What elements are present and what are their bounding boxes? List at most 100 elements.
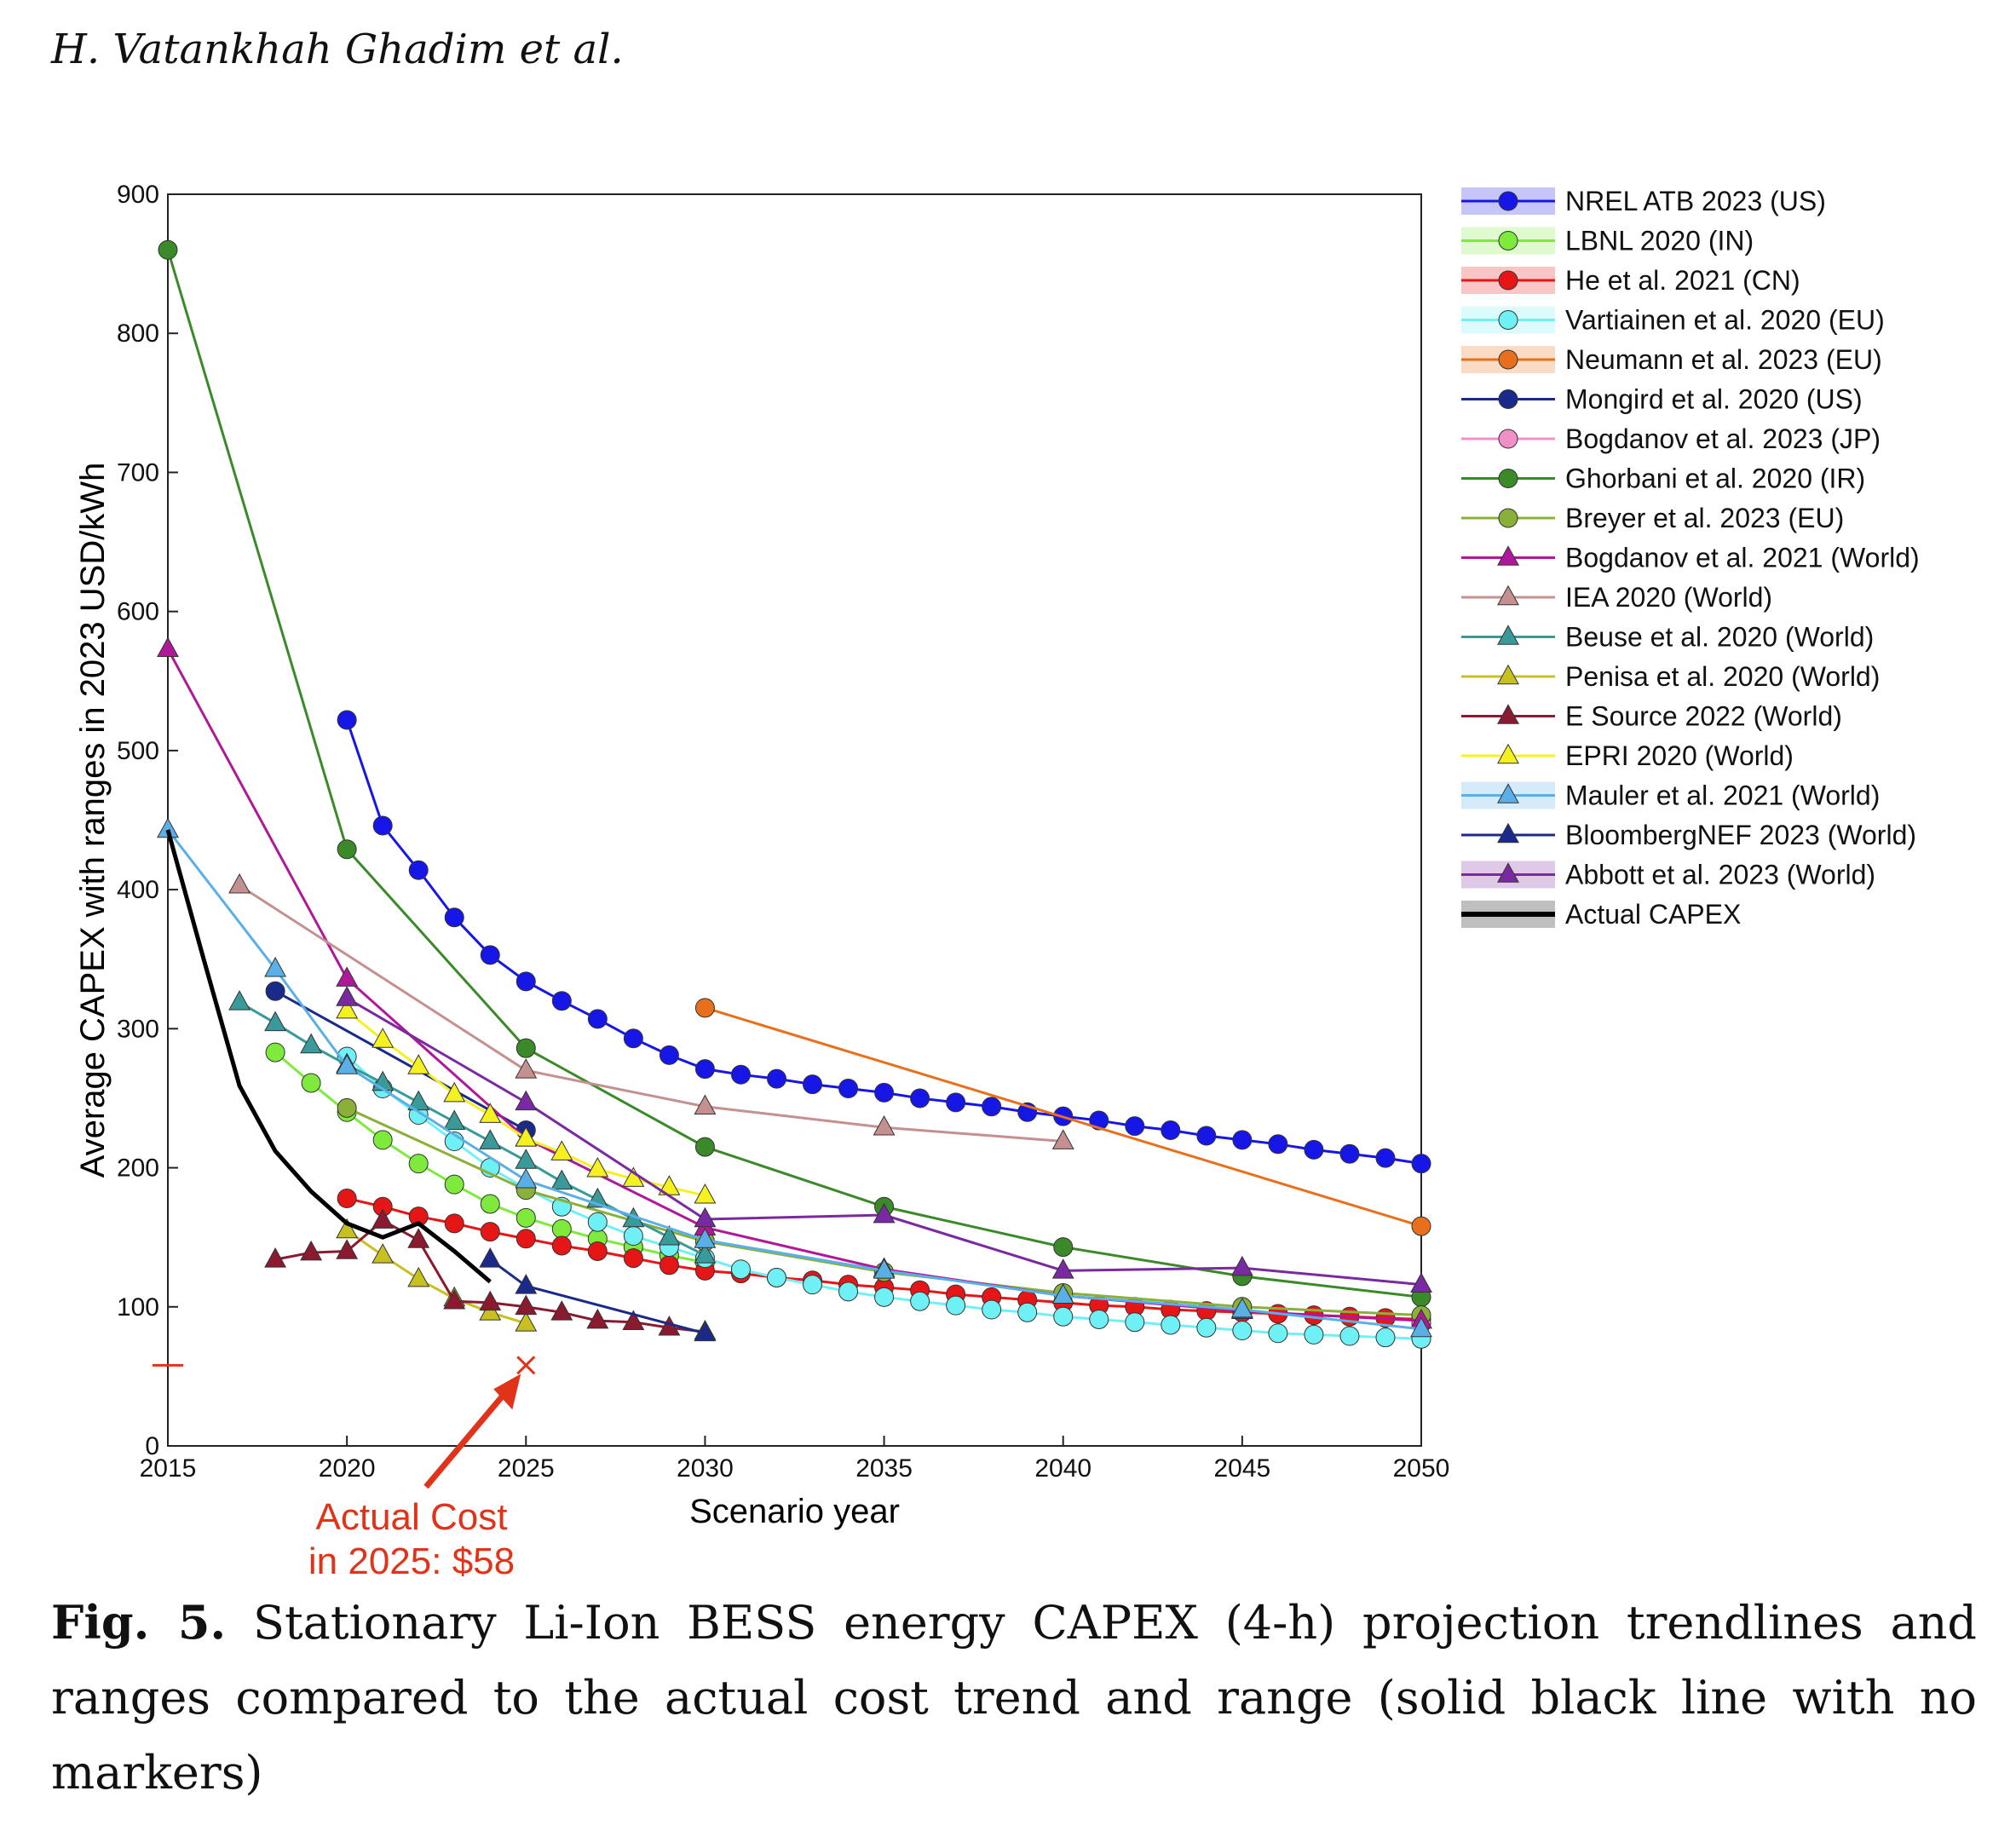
data-point [301,1073,321,1093]
data-point [515,1274,538,1294]
legend-entry-13: E Source 2022 (World) [1461,701,1842,732]
data-point [694,1206,717,1228]
legend-label: BloombergNEF 2023 (World) [1565,820,1916,850]
data-point [407,1054,430,1074]
annotation-arrow-shaft [423,1380,516,1489]
data-point [1375,1327,1396,1348]
annotation-arrow-head [493,1373,521,1410]
legend-marker [1497,704,1519,724]
x-tick-label: 2035 [855,1454,913,1483]
legend-label: He et al. 2021 (CN) [1565,265,1800,296]
data-point [838,1281,859,1302]
data-point [586,1308,609,1329]
legend-label: Neumann et al. 2023 (EU) [1565,344,1882,375]
data-point [1375,1148,1396,1168]
y-axis-label: Average CAPEX with ranges in 2023 USD/kW… [74,463,112,1178]
data-point [1125,1312,1145,1333]
legend-entry-10: IEA 2020 (World) [1461,582,1772,613]
data-point [694,1183,717,1204]
legend-entry-17: Abbott et al. 2023 (World) [1461,860,1875,890]
legend-entry-16: BloombergNEF 2023 (World) [1461,820,1916,850]
data-point [372,1028,395,1048]
series-line [166,249,1422,1299]
series-line [165,829,492,1284]
data-point [550,1300,573,1321]
data-point [1017,1302,1038,1322]
data-point [1304,1139,1324,1160]
figure-caption: Fig. 5. Stationary Li-Ion BESS energy CA… [51,1585,1977,1811]
data-point [694,1243,717,1264]
legend-marker [1498,270,1518,291]
data-point [336,998,359,1019]
legend-label: LBNL 2020 (IN) [1565,226,1754,256]
data-point [158,239,178,260]
legend-marker [1497,545,1519,566]
x-tick-label: 2015 [140,1454,197,1483]
legend-marker [1497,625,1519,645]
data-point [1089,1309,1109,1329]
annotation-line-2: in 2025: $58 [308,1540,515,1576]
y-tick-label: 900 [117,181,159,209]
legend-marker [1498,191,1518,211]
y-tick-label: 0 [145,1432,159,1460]
data-point [479,1247,502,1268]
data-point [372,1208,395,1229]
legend-entry-12: Penisa et al. 2020 (World) [1461,661,1880,692]
data-point [946,1092,966,1113]
legend-entry-4: Neumann et al. 2023 (EU) [1461,344,1882,375]
data-point [803,1275,823,1295]
x-tick-label: 2045 [1213,1454,1270,1483]
x-tick-label: 2040 [1034,1454,1092,1483]
data-point [874,1082,895,1103]
data-point [515,1058,538,1079]
data-point [1268,1134,1288,1155]
legend-label: Mauler et al. 2021 (World) [1565,780,1880,811]
data-point [337,839,357,860]
data-point [1339,1326,1360,1346]
x-tick-label: 2020 [319,1454,376,1483]
data-point [910,1088,930,1109]
y-tick-label: 400 [117,876,159,904]
data-point [408,860,429,880]
series-0 [337,710,1431,1174]
data-point [587,1241,608,1261]
legend-marker [1498,508,1518,528]
caption-label: Fig. 5. [51,1595,227,1650]
data-point [982,1097,1002,1117]
legend-entry-5: Mongird et al. 2020 (US) [1461,384,1863,415]
data-point [694,1059,715,1080]
data-point [659,1045,679,1065]
data-point [730,1064,751,1085]
data-point [1051,1258,1074,1279]
data-point [515,1168,538,1189]
x-tick-label: 2025 [498,1454,555,1483]
data-point [1161,1120,1181,1140]
series-17 [336,986,1432,1293]
data-point [264,956,287,977]
y-tick-label: 800 [117,320,159,348]
data-point [372,1243,395,1264]
data-point [550,1140,573,1160]
data-point [730,1259,751,1280]
x-tick-label: 2050 [1393,1454,1450,1483]
data-point [336,1218,359,1239]
data-point [623,1248,643,1269]
data-point [587,1009,608,1029]
data-point [516,1207,536,1228]
data-point [408,1154,429,1174]
legend-marker [1498,389,1518,409]
legend-label: Mongird et al. 2020 (US) [1565,384,1863,415]
legend-marker [1497,862,1519,883]
data-point [337,1097,357,1118]
data-point [1268,1323,1288,1344]
data-point [480,1222,500,1242]
data-point [803,1074,823,1095]
data-point [372,1130,393,1150]
data-point [479,1129,502,1149]
data-point [516,1229,536,1249]
data-point [265,981,285,1001]
data-point [336,1239,359,1259]
data-point [766,1068,786,1089]
data-point [480,1194,500,1214]
legend-entry-9: Bogdanov et al. 2021 (World) [1461,543,1920,573]
